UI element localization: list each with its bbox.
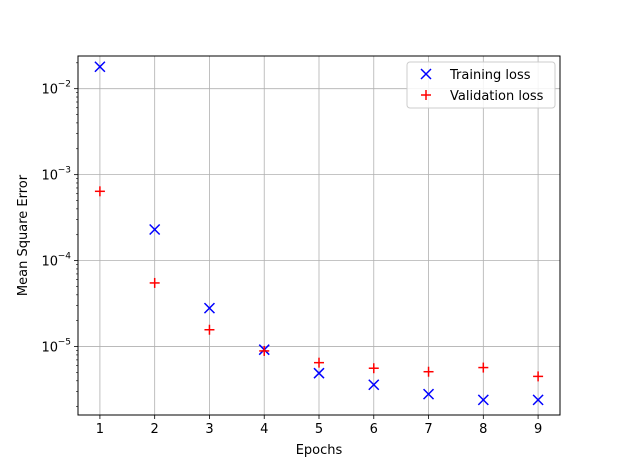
- data-point: [368, 379, 380, 391]
- x-tick-label: 1: [96, 422, 104, 437]
- data-point: [423, 366, 434, 377]
- x-tick-label: 9: [534, 422, 542, 437]
- y-tick-label: 10: [41, 341, 58, 356]
- y-tick-exponent: −5: [58, 338, 71, 348]
- data-point: [259, 345, 270, 356]
- legend-marker: [420, 68, 432, 80]
- data-point: [314, 357, 324, 368]
- data-point: [423, 388, 435, 400]
- y-axis-label: Mean Square Error: [16, 174, 31, 296]
- series-layer: [94, 61, 544, 406]
- legend-label: Validation loss: [450, 89, 544, 104]
- y-tick-label: 10: [41, 255, 58, 270]
- y-tick-label: 10: [41, 169, 58, 184]
- data-point: [533, 371, 544, 382]
- legend-label: Training loss: [449, 68, 531, 83]
- data-point: [313, 367, 325, 379]
- x-tick-label: 7: [424, 422, 432, 437]
- x-tick-label: 6: [370, 422, 378, 437]
- data-point: [532, 394, 544, 406]
- data-point: [94, 186, 105, 197]
- data-point: [203, 302, 215, 314]
- x-axis-label: Epochs: [296, 443, 343, 458]
- data-point: [477, 394, 489, 406]
- x-tick-label: 8: [479, 422, 487, 437]
- x-tick-label: 3: [205, 422, 213, 437]
- legend-marker: [421, 90, 431, 100]
- data-point: [94, 61, 106, 73]
- data-point: [478, 362, 489, 373]
- x-tick-label: 2: [151, 422, 159, 437]
- series-training-loss: [94, 61, 544, 406]
- y-tick-exponent: −3: [58, 166, 71, 176]
- data-point: [149, 223, 161, 236]
- data-point: [204, 324, 215, 335]
- y-tick-exponent: −4: [58, 252, 72, 262]
- x-tick-label: 5: [315, 422, 323, 437]
- data-point: [368, 363, 379, 374]
- y-tick-label: 10: [41, 83, 58, 98]
- plot-frame: [77, 55, 561, 416]
- series-validation-loss: [94, 186, 544, 382]
- major-ticks: 1 2 3 4 5 6 7 8 910−510−410−310−2: [41, 80, 542, 437]
- data-point: [149, 277, 160, 288]
- x-tick-label: 4: [260, 422, 268, 437]
- legend: Training loss Validation loss: [406, 61, 556, 109]
- legend-box: [406, 61, 556, 109]
- y-tick-exponent: −2: [58, 80, 71, 90]
